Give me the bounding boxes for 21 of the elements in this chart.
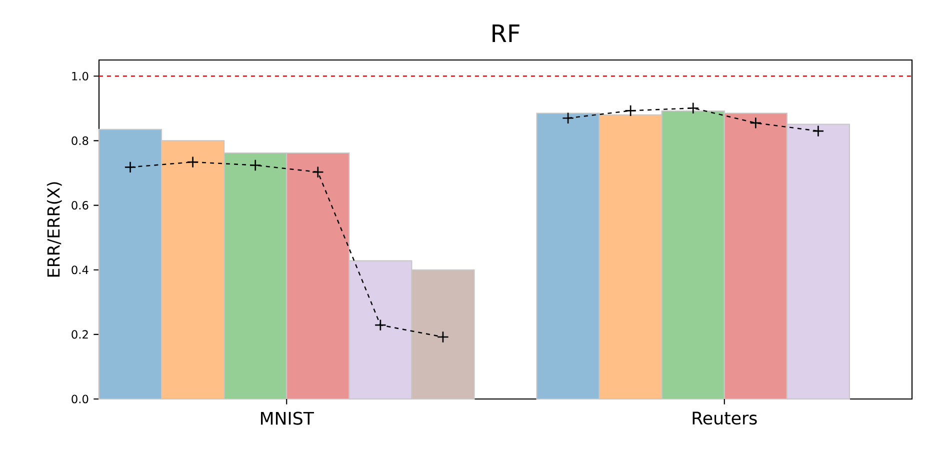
text: MNIST	[261, 412, 314, 425]
point	[624, 104, 637, 117]
y-axis-title: ERR/ERR(X)	[46, 182, 62, 277]
y-tick-label: 0.4	[72, 266, 88, 274]
y-tick-label: 0.8	[72, 136, 88, 146]
y-tick-label: 1.0	[72, 72, 88, 80]
chart-title: RF	[492, 24, 520, 42]
point	[186, 156, 199, 168]
point	[249, 159, 262, 172]
y-tick-label: 0.6	[72, 201, 88, 210]
point	[374, 319, 386, 332]
point	[687, 102, 700, 114]
point	[562, 112, 574, 124]
y-tick-label: 0.0	[72, 394, 88, 404]
point	[312, 166, 324, 178]
point	[124, 161, 136, 174]
y-tick-label: 0.2	[72, 330, 88, 339]
text: Reuters	[692, 412, 757, 425]
point	[812, 125, 824, 138]
point	[436, 331, 449, 344]
point	[750, 116, 762, 129]
